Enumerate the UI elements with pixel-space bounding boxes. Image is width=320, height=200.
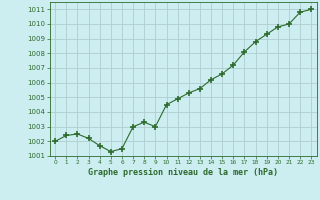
X-axis label: Graphe pression niveau de la mer (hPa): Graphe pression niveau de la mer (hPa) (88, 168, 278, 177)
